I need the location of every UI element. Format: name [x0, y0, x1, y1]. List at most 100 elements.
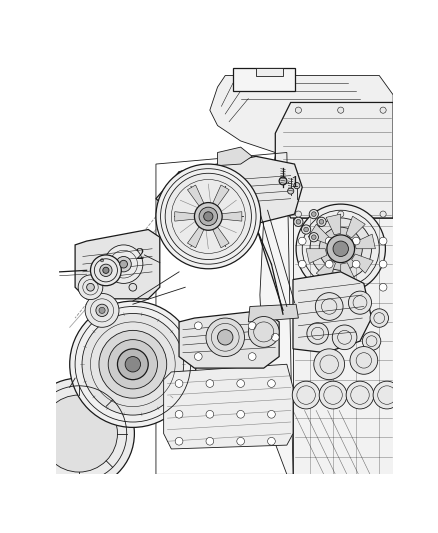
Circle shape — [346, 381, 374, 409]
Circle shape — [248, 353, 256, 360]
Circle shape — [294, 217, 303, 227]
Circle shape — [129, 284, 137, 291]
Circle shape — [288, 188, 294, 194]
Circle shape — [98, 256, 106, 264]
Circle shape — [96, 304, 108, 317]
Circle shape — [78, 275, 103, 300]
Circle shape — [194, 203, 222, 230]
Circle shape — [333, 241, 349, 256]
Polygon shape — [179, 168, 194, 222]
Circle shape — [380, 211, 386, 217]
Polygon shape — [233, 68, 294, 91]
Circle shape — [268, 410, 276, 418]
Circle shape — [204, 212, 213, 221]
Polygon shape — [308, 224, 330, 244]
Circle shape — [370, 309, 389, 327]
Circle shape — [165, 173, 251, 260]
Circle shape — [325, 260, 333, 268]
Circle shape — [304, 227, 308, 232]
Polygon shape — [187, 185, 205, 207]
Circle shape — [319, 220, 324, 224]
Circle shape — [206, 379, 214, 387]
Circle shape — [175, 379, 183, 387]
Polygon shape — [355, 234, 375, 249]
Text: 2: 2 — [134, 248, 143, 262]
Circle shape — [307, 322, 328, 344]
Polygon shape — [260, 95, 393, 474]
Circle shape — [103, 267, 109, 273]
Circle shape — [301, 225, 311, 234]
Circle shape — [296, 220, 301, 224]
Circle shape — [332, 325, 357, 350]
Circle shape — [156, 164, 261, 269]
Circle shape — [311, 212, 316, 216]
Circle shape — [352, 260, 360, 268]
Circle shape — [206, 318, 244, 357]
Polygon shape — [210, 76, 393, 164]
Circle shape — [85, 294, 119, 327]
Circle shape — [379, 237, 387, 245]
Circle shape — [327, 235, 355, 263]
Circle shape — [352, 237, 360, 245]
Circle shape — [314, 349, 345, 379]
Circle shape — [116, 256, 131, 272]
Polygon shape — [352, 254, 373, 273]
Circle shape — [268, 438, 276, 445]
Polygon shape — [346, 216, 365, 238]
Circle shape — [338, 107, 344, 113]
Polygon shape — [212, 185, 229, 207]
Circle shape — [70, 301, 196, 427]
Polygon shape — [293, 218, 393, 474]
Circle shape — [373, 381, 401, 409]
Circle shape — [237, 438, 244, 445]
Circle shape — [206, 438, 214, 445]
Circle shape — [379, 284, 387, 291]
Circle shape — [296, 204, 385, 294]
Circle shape — [279, 177, 287, 185]
Polygon shape — [306, 249, 327, 263]
Polygon shape — [187, 225, 205, 248]
Circle shape — [298, 284, 306, 291]
Circle shape — [298, 260, 306, 268]
Circle shape — [82, 313, 184, 415]
Circle shape — [309, 209, 318, 219]
Circle shape — [319, 381, 347, 409]
Circle shape — [317, 217, 326, 227]
Circle shape — [175, 438, 183, 445]
Circle shape — [99, 308, 105, 313]
Circle shape — [199, 207, 218, 225]
Circle shape — [352, 284, 360, 291]
Polygon shape — [220, 212, 242, 221]
Circle shape — [24, 378, 134, 489]
Circle shape — [194, 322, 202, 329]
Circle shape — [292, 381, 320, 409]
Circle shape — [315, 293, 343, 320]
Circle shape — [104, 245, 143, 284]
Circle shape — [380, 107, 386, 113]
Polygon shape — [293, 272, 371, 353]
Circle shape — [310, 218, 371, 280]
Polygon shape — [164, 364, 293, 449]
Circle shape — [248, 317, 279, 348]
Polygon shape — [316, 260, 336, 281]
Circle shape — [194, 353, 202, 360]
Circle shape — [120, 260, 127, 268]
Circle shape — [99, 330, 167, 398]
Circle shape — [309, 232, 318, 242]
Polygon shape — [179, 310, 279, 368]
Polygon shape — [75, 230, 160, 299]
Polygon shape — [256, 68, 283, 76]
Circle shape — [319, 227, 362, 270]
Polygon shape — [156, 156, 302, 225]
Circle shape — [117, 349, 148, 379]
Polygon shape — [212, 225, 229, 248]
Circle shape — [272, 334, 279, 341]
Circle shape — [237, 379, 244, 387]
Circle shape — [362, 332, 381, 350]
Circle shape — [379, 260, 387, 268]
Circle shape — [237, 410, 244, 418]
Circle shape — [295, 211, 301, 217]
Circle shape — [248, 322, 256, 329]
Circle shape — [295, 107, 301, 113]
Circle shape — [325, 237, 333, 245]
